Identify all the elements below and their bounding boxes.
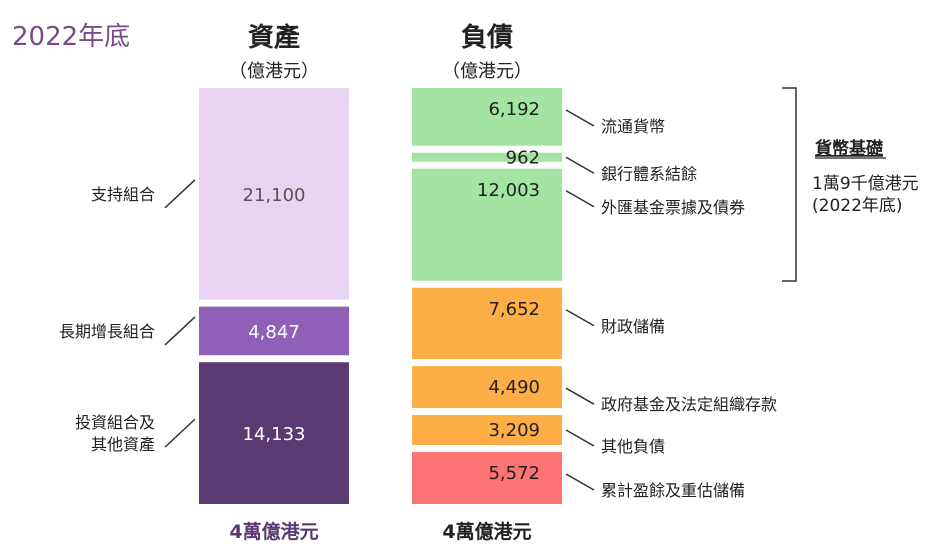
liabilities-connector-segment-4	[565, 309, 595, 327]
assets-category-label-segment-3: 投資組合及其他資產	[75, 413, 155, 454]
liabilities-connector-segment-6	[565, 429, 595, 447]
assets-connector-segment-2	[164, 316, 196, 346]
assets-bar-segment-2	[199, 306, 349, 356]
assets-stack: 21,100 支持組合 4,847 長期增長組合 14,133 投資組合及其他資產	[59, 88, 349, 504]
liabilities-connector-segment-1	[565, 109, 595, 127]
liabilities-heading: 負債	[461, 23, 513, 53]
liabilities-bar-segment-4	[412, 287, 562, 360]
liabilities-category-label-segment-7: 累計盈餘及重估儲備	[601, 481, 745, 500]
liabilities-value-label-segment-2: 962	[506, 147, 540, 168]
assets-category-label-segment-1: 支持組合	[91, 185, 155, 204]
liabilities-category-label-segment-5: 政府基金及法定組織存款	[601, 395, 777, 414]
liabilities-connector-segment-2	[565, 156, 595, 174]
liabilities-bar-segment-7	[412, 452, 562, 504]
liabilities-total-label: 4萬億港元	[442, 520, 531, 543]
monetary-base-value: 1萬9千億港元	[812, 174, 919, 194]
liabilities-category-label-segment-3: 外匯基金票據及債券	[601, 198, 745, 217]
chart-title: 2022年底	[12, 22, 130, 52]
liabilities-connector-segment-7	[565, 473, 595, 491]
assets-unit: （億港元）	[229, 61, 319, 82]
monetary-base-title: 貨幣基礎	[815, 138, 884, 159]
liabilities-category-label-segment-6: 其他負債	[601, 437, 665, 456]
liabilities-value-label-segment-5: 4,490	[488, 377, 540, 398]
assets-value-label-segment-1: 21,100	[243, 185, 306, 206]
liabilities-value-label-segment-3: 12,003	[477, 180, 540, 201]
assets-connector-segment-1	[164, 179, 196, 209]
assets-value-label-segment-3: 14,133	[243, 424, 306, 445]
assets-value-label-segment-2: 4,847	[248, 322, 300, 343]
liabilities-value-label-segment-7: 5,572	[488, 463, 540, 484]
liabilities-bar-segment-2	[412, 152, 562, 162]
liabilities-bar-segment-6	[412, 415, 562, 446]
assets-heading: 資產	[248, 22, 300, 53]
assets-connector-segment-3	[164, 418, 196, 448]
assets-category-label-segment-2: 長期增長組合	[59, 322, 155, 341]
liabilities-category-label-segment-2: 銀行體系結餘	[601, 164, 697, 183]
liabilities-bar-segment-1	[412, 88, 562, 146]
liabilities-value-label-segment-4: 7,652	[488, 299, 540, 320]
liabilities-category-label-segment-4: 財政儲備	[601, 317, 665, 336]
liabilities-stack: 6,192 流通貨幣 962 銀行體系結餘 12,003 外匯基金票據及債券 7,652 財政…	[412, 88, 777, 504]
monetary-base-bracket	[782, 87, 797, 282]
liabilities-value-label-segment-1: 6,192	[488, 99, 540, 120]
liabilities-unit: （億港元）	[442, 61, 532, 82]
assets-bar-segment-3	[199, 362, 349, 504]
liabilities-connector-segment-5	[565, 387, 595, 405]
liabilities-bar-segment-3	[412, 168, 562, 281]
liabilities-category-label-segment-1: 流通貨幣	[601, 117, 665, 136]
liabilities-connector-segment-3	[565, 190, 595, 208]
liabilities-value-label-segment-6: 3,209	[488, 420, 540, 441]
monetary-base-date: (2022年底)	[812, 196, 903, 216]
assets-bar-segment-1	[199, 88, 349, 300]
liabilities-bar-segment-5	[412, 366, 562, 409]
assets-total-label: 4萬億港元	[229, 520, 318, 543]
